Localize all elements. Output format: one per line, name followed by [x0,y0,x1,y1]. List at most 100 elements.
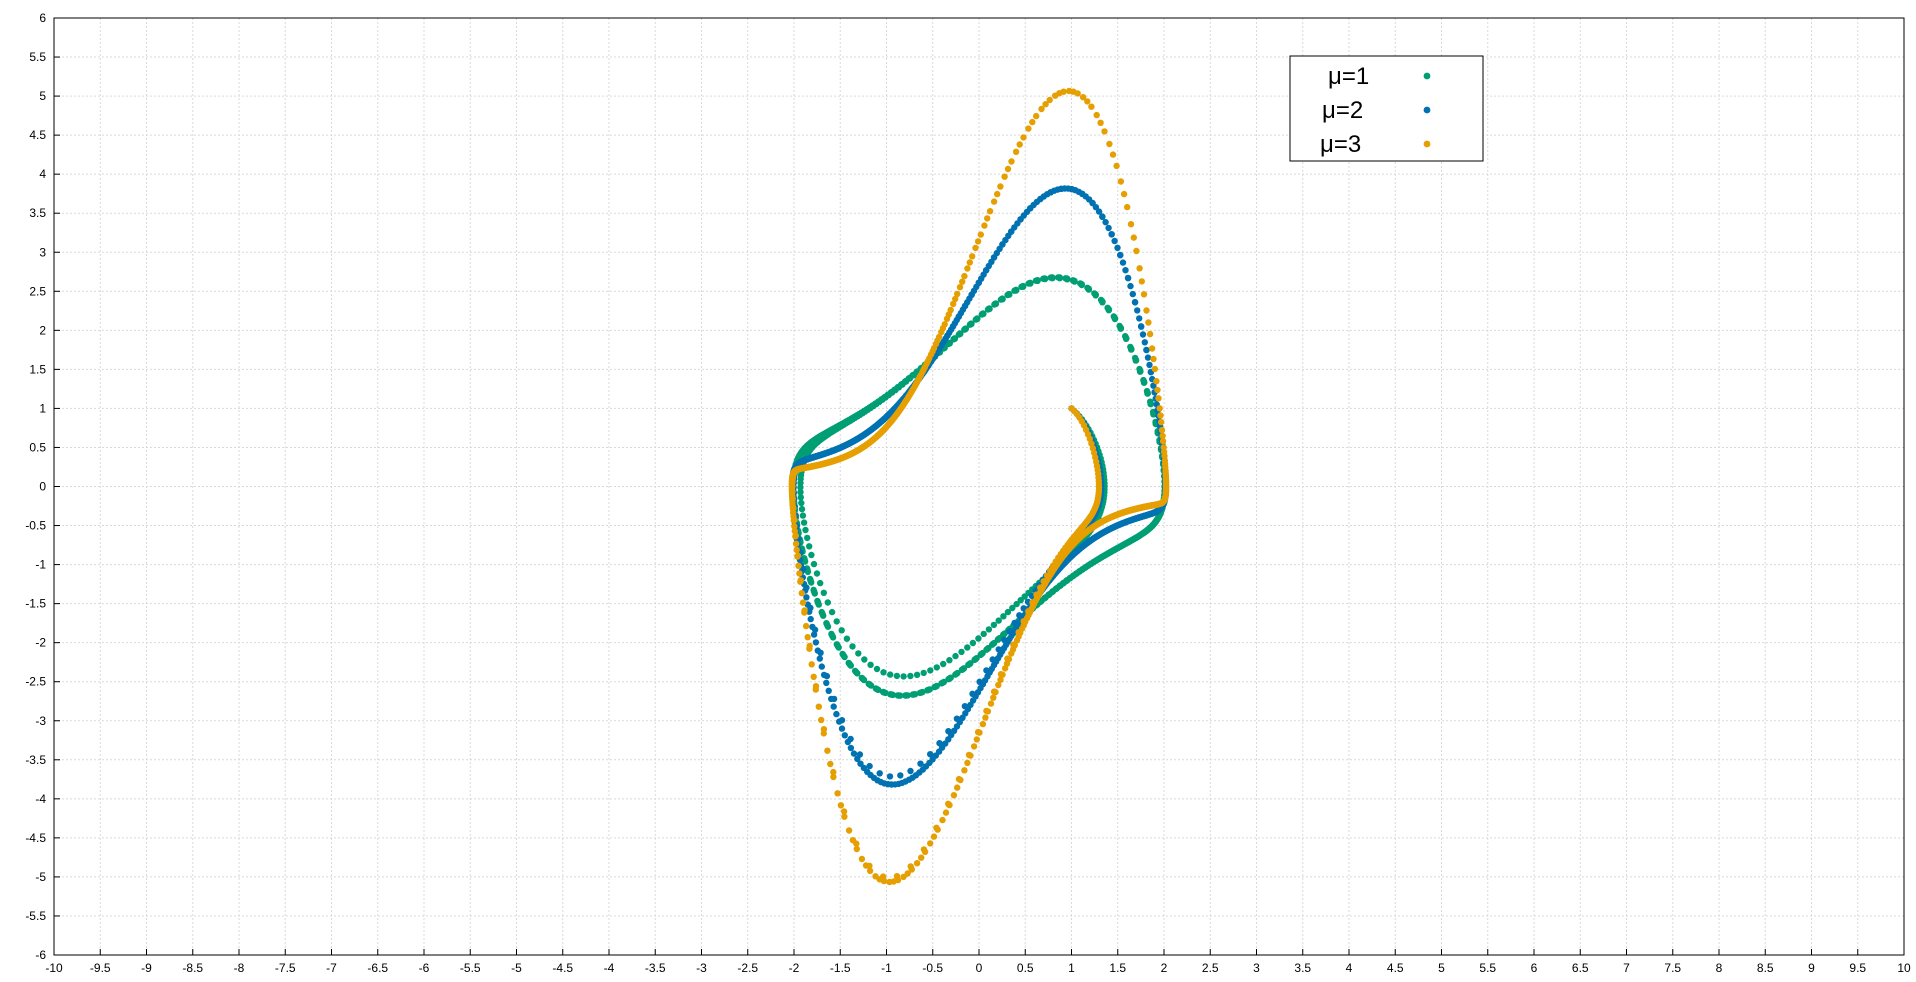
x-tick-label: -2 [789,961,800,975]
data-point [847,662,854,669]
data-point [1114,244,1121,251]
data-point [820,671,828,679]
data-point [974,238,982,245]
data-point [799,599,807,606]
y-tick-label: -3.5 [25,753,46,767]
data-point [1099,213,1106,220]
data-point [1106,140,1113,148]
data-point [1143,307,1150,314]
data-point [1037,195,1044,203]
data-point [889,691,896,698]
data-point [792,540,800,547]
data-point [862,862,870,869]
data-point [938,328,945,336]
data-point [968,291,975,298]
data-point [1017,597,1024,604]
data-point [972,316,979,323]
x-tick-label: 6 [1531,961,1538,975]
data-point [969,639,977,647]
data-point [912,772,920,779]
data-point [1122,333,1129,340]
data-point [944,332,951,339]
data-point [793,546,800,554]
y-tick-label: -5 [35,870,46,884]
x-tick-label: -7 [326,961,337,975]
x-tick-label: -0.5 [922,961,943,975]
x-tick-label: -5.5 [460,961,481,975]
data-point [1042,101,1049,108]
data-point [820,589,827,596]
data-point [907,672,914,680]
x-tick-label: -6.5 [367,961,388,975]
x-tick-label: -4 [604,961,615,975]
data-point [955,331,962,338]
data-point [933,664,940,671]
data-point [902,778,909,785]
data-point [843,635,851,642]
x-tick-label: 3 [1253,961,1260,975]
data-point [849,837,857,844]
data-point [927,351,935,358]
data-point [1131,299,1139,306]
data-point [807,615,814,623]
data-point [1026,609,1034,616]
data-point [918,854,925,861]
data-point [933,682,940,690]
data-point [976,729,983,736]
data-point [939,816,946,824]
data-point [840,808,848,815]
data-point [789,505,796,512]
x-tick-label: 2 [1161,961,1168,975]
data-point [1122,267,1129,274]
data-point [1151,365,1159,373]
data-point [927,840,934,847]
data-point [801,558,809,565]
data-point [887,671,894,678]
data-point [855,650,862,657]
data-point [1033,112,1040,120]
data-point [988,665,995,673]
data-point [834,790,841,797]
data-point [1004,165,1012,173]
y-tick-label: 4 [39,167,46,181]
data-point [911,691,919,698]
data-point [1046,96,1053,104]
data-point [1005,656,1013,663]
data-point [904,692,911,699]
data-point [1105,224,1112,232]
data-point [1131,354,1139,362]
data-point [795,562,802,569]
x-tick-label: -8.5 [182,961,203,975]
data-point [1144,354,1152,361]
data-point [981,677,989,684]
data-point [1042,579,1049,586]
data-point [1091,290,1098,297]
data-point [823,679,830,687]
data-point [1140,376,1147,384]
data-point [996,635,1003,642]
data-point [1068,186,1076,193]
data-point [810,560,818,568]
data-point [940,678,948,686]
data-point [1047,274,1054,281]
data-point [927,667,934,674]
data-point [1133,247,1140,255]
data-point [990,639,998,647]
data-point [966,321,974,328]
data-point [1156,405,1163,412]
data-point [922,763,930,770]
data-point [917,760,924,767]
data-point [1069,277,1077,284]
data-point [1102,219,1109,226]
y-tick-label: 5 [39,89,46,103]
y-tick-label: 1.5 [29,362,46,376]
data-point [1124,275,1132,282]
data-point [841,813,848,820]
data-point [791,523,798,530]
data-point [1013,600,1020,608]
x-tick-label: -6 [419,961,430,975]
data-point [961,302,969,310]
data-point [808,661,815,668]
data-point [894,876,902,884]
data-point [967,752,974,759]
